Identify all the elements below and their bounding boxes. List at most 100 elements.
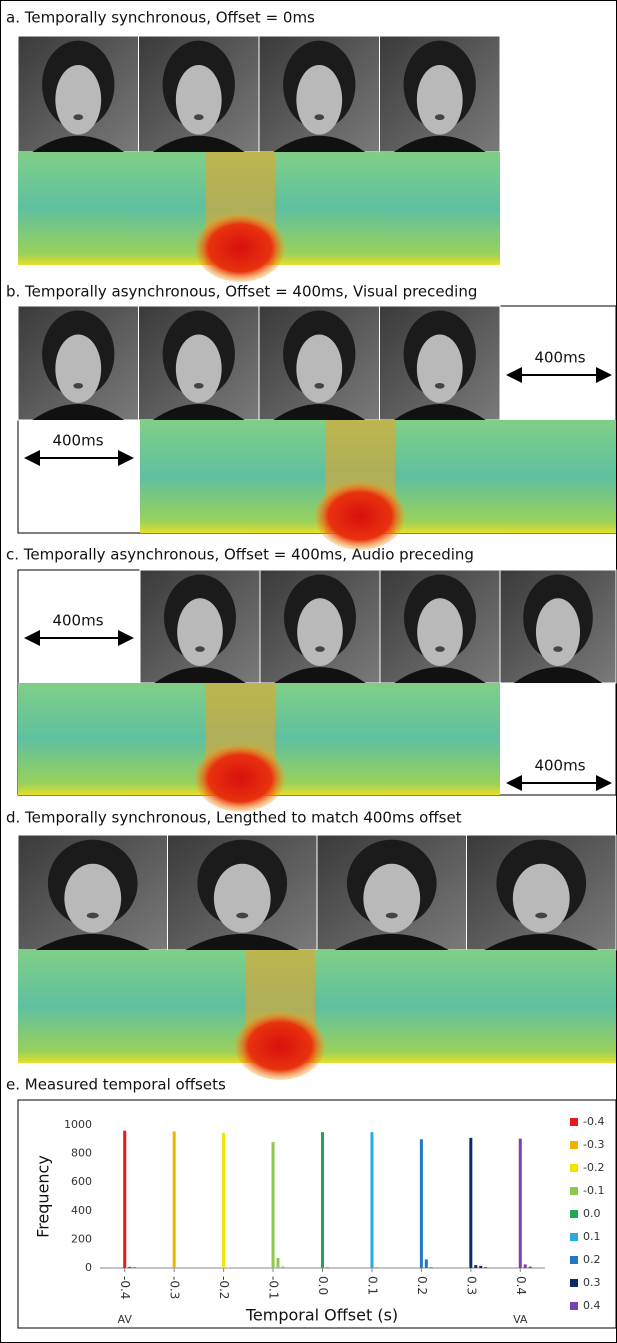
face bbox=[296, 65, 342, 135]
bar bbox=[128, 1267, 131, 1268]
bar bbox=[479, 1266, 482, 1268]
offset-label: 400ms bbox=[534, 349, 585, 367]
face bbox=[536, 598, 580, 666]
mouth bbox=[194, 383, 204, 389]
spectrogram-blob bbox=[235, 1012, 325, 1080]
mouth bbox=[236, 913, 248, 919]
legend-label: 0.0 bbox=[583, 1207, 601, 1220]
spectrogram-blob bbox=[195, 745, 285, 812]
face bbox=[55, 335, 101, 403]
mouth bbox=[314, 114, 324, 120]
mouth bbox=[435, 383, 445, 389]
x-tick-label: 0.1 bbox=[365, 1276, 379, 1295]
face bbox=[214, 864, 271, 933]
legend-swatch bbox=[570, 1187, 578, 1195]
bar bbox=[524, 1264, 527, 1268]
mouth bbox=[535, 913, 547, 919]
panel-title: b. Temporally asynchronous, Offset = 400… bbox=[6, 283, 477, 301]
bar bbox=[281, 1267, 284, 1268]
legend-label: 0.2 bbox=[583, 1253, 601, 1266]
annotation: VA bbox=[513, 1313, 528, 1326]
mouth bbox=[195, 646, 205, 652]
annotation: AV bbox=[118, 1313, 133, 1326]
x-tick-label: -0.1 bbox=[267, 1276, 281, 1299]
face bbox=[176, 335, 222, 403]
bar bbox=[529, 1267, 532, 1268]
offset-label: 400ms bbox=[52, 432, 103, 450]
x-tick-label: 0.0 bbox=[316, 1276, 330, 1295]
mouth bbox=[386, 913, 398, 919]
bar bbox=[227, 1267, 230, 1268]
legend-swatch bbox=[570, 1233, 578, 1241]
face bbox=[177, 598, 223, 666]
bar bbox=[123, 1131, 126, 1268]
mouth bbox=[435, 646, 445, 652]
figure: a. Temporally synchronous, Offset = 0ms … bbox=[0, 0, 617, 1343]
face bbox=[296, 335, 342, 403]
legend-swatch bbox=[570, 1302, 578, 1310]
panel-title: e. Measured temporal offsets bbox=[6, 1076, 226, 1094]
bar bbox=[178, 1267, 181, 1268]
bar bbox=[474, 1265, 477, 1268]
legend-label: -0.3 bbox=[583, 1138, 604, 1151]
face bbox=[513, 864, 570, 933]
face bbox=[363, 864, 420, 933]
legend-label: -0.1 bbox=[583, 1184, 604, 1197]
bar bbox=[133, 1267, 136, 1268]
mouth bbox=[87, 913, 99, 919]
face bbox=[417, 335, 463, 403]
legend-swatch bbox=[570, 1279, 578, 1287]
x-tick-label: -0.3 bbox=[168, 1276, 182, 1299]
face bbox=[55, 65, 101, 135]
spectrogram-blob bbox=[195, 214, 285, 282]
legend-label: -0.4 bbox=[583, 1115, 604, 1128]
legend-swatch bbox=[570, 1164, 578, 1172]
legend-label: 0.3 bbox=[583, 1276, 601, 1289]
y-tick-label: 0 bbox=[85, 1261, 92, 1274]
mouth bbox=[73, 114, 83, 120]
y-tick-label: 200 bbox=[71, 1232, 92, 1245]
mouth bbox=[435, 114, 445, 120]
y-tick-label: 400 bbox=[71, 1204, 92, 1217]
bar bbox=[326, 1267, 329, 1268]
bar bbox=[484, 1267, 487, 1268]
x-tick-label: -0.4 bbox=[118, 1276, 132, 1299]
legend-label: -0.2 bbox=[583, 1161, 604, 1174]
face bbox=[417, 598, 463, 666]
x-tick-label: 0.4 bbox=[514, 1276, 528, 1295]
mouth bbox=[73, 383, 83, 389]
y-tick-label: 600 bbox=[71, 1175, 92, 1188]
x-tick-label: 0.2 bbox=[415, 1276, 429, 1295]
spectrogram-blob bbox=[315, 482, 405, 550]
bar bbox=[519, 1139, 522, 1268]
panel-title: a. Temporally synchronous, Offset = 0ms bbox=[6, 9, 315, 27]
legend-swatch bbox=[570, 1256, 578, 1264]
bar bbox=[420, 1139, 423, 1268]
offset-label: 400ms bbox=[52, 612, 103, 630]
mouth bbox=[553, 646, 562, 652]
y-tick-label: 1000 bbox=[64, 1118, 92, 1131]
bar bbox=[277, 1258, 280, 1268]
mouth bbox=[314, 383, 324, 389]
offset-label: 400ms bbox=[534, 757, 585, 775]
x-axis-title: Temporal Offset (s) bbox=[245, 1306, 398, 1325]
bar bbox=[469, 1138, 472, 1268]
bar bbox=[425, 1259, 428, 1268]
mouth bbox=[194, 114, 204, 120]
bar bbox=[272, 1142, 275, 1268]
mouth bbox=[315, 646, 325, 652]
bar bbox=[321, 1132, 324, 1268]
y-tick-label: 800 bbox=[71, 1147, 92, 1160]
bar bbox=[173, 1131, 176, 1268]
face bbox=[417, 65, 463, 135]
x-tick-label: -0.2 bbox=[217, 1276, 231, 1299]
legend-swatch bbox=[570, 1210, 578, 1218]
bar bbox=[222, 1133, 225, 1268]
legend-swatch bbox=[570, 1141, 578, 1149]
legend-label: 0.4 bbox=[583, 1299, 601, 1312]
legend-label: 0.1 bbox=[583, 1230, 601, 1243]
bar bbox=[375, 1267, 378, 1268]
legend-swatch bbox=[570, 1118, 578, 1126]
bar bbox=[370, 1132, 373, 1268]
x-tick-label: 0.3 bbox=[464, 1276, 478, 1295]
